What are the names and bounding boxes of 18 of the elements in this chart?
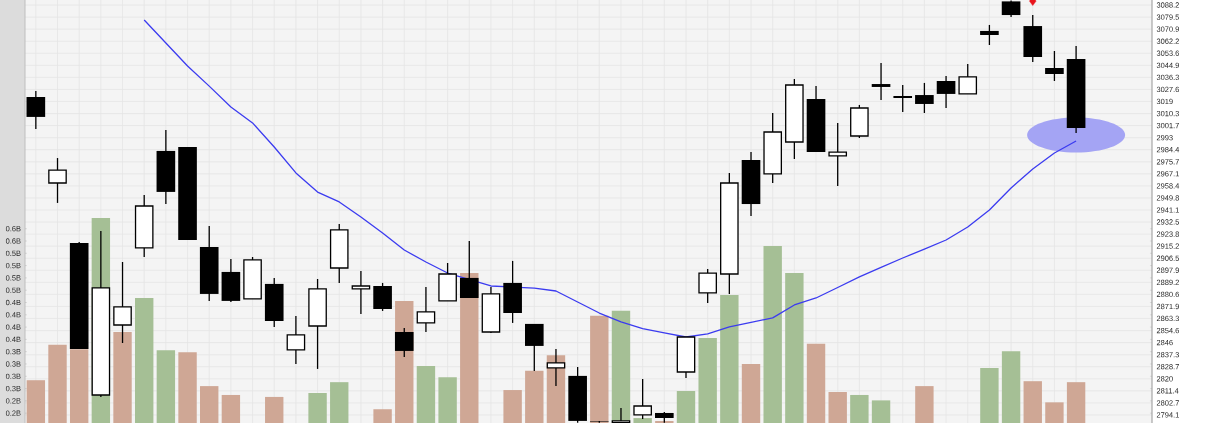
candlestick	[26, 90, 46, 130]
candlestick	[48, 157, 67, 204]
candlestick	[828, 122, 848, 187]
candlestick	[915, 82, 934, 114]
candlestick	[394, 327, 414, 358]
candlestick	[1045, 50, 1064, 82]
candlestick	[286, 315, 306, 365]
candlestick	[633, 378, 652, 420]
candlestick	[958, 63, 978, 95]
candlestick	[893, 84, 913, 113]
candlestick	[373, 282, 392, 312]
candlestick	[936, 75, 956, 109]
candlestick	[416, 286, 436, 333]
candlestick	[351, 270, 371, 315]
candlestick	[871, 62, 891, 101]
line-series	[143, 19, 1077, 338]
candlestick	[980, 24, 999, 46]
candlestick	[698, 268, 717, 304]
